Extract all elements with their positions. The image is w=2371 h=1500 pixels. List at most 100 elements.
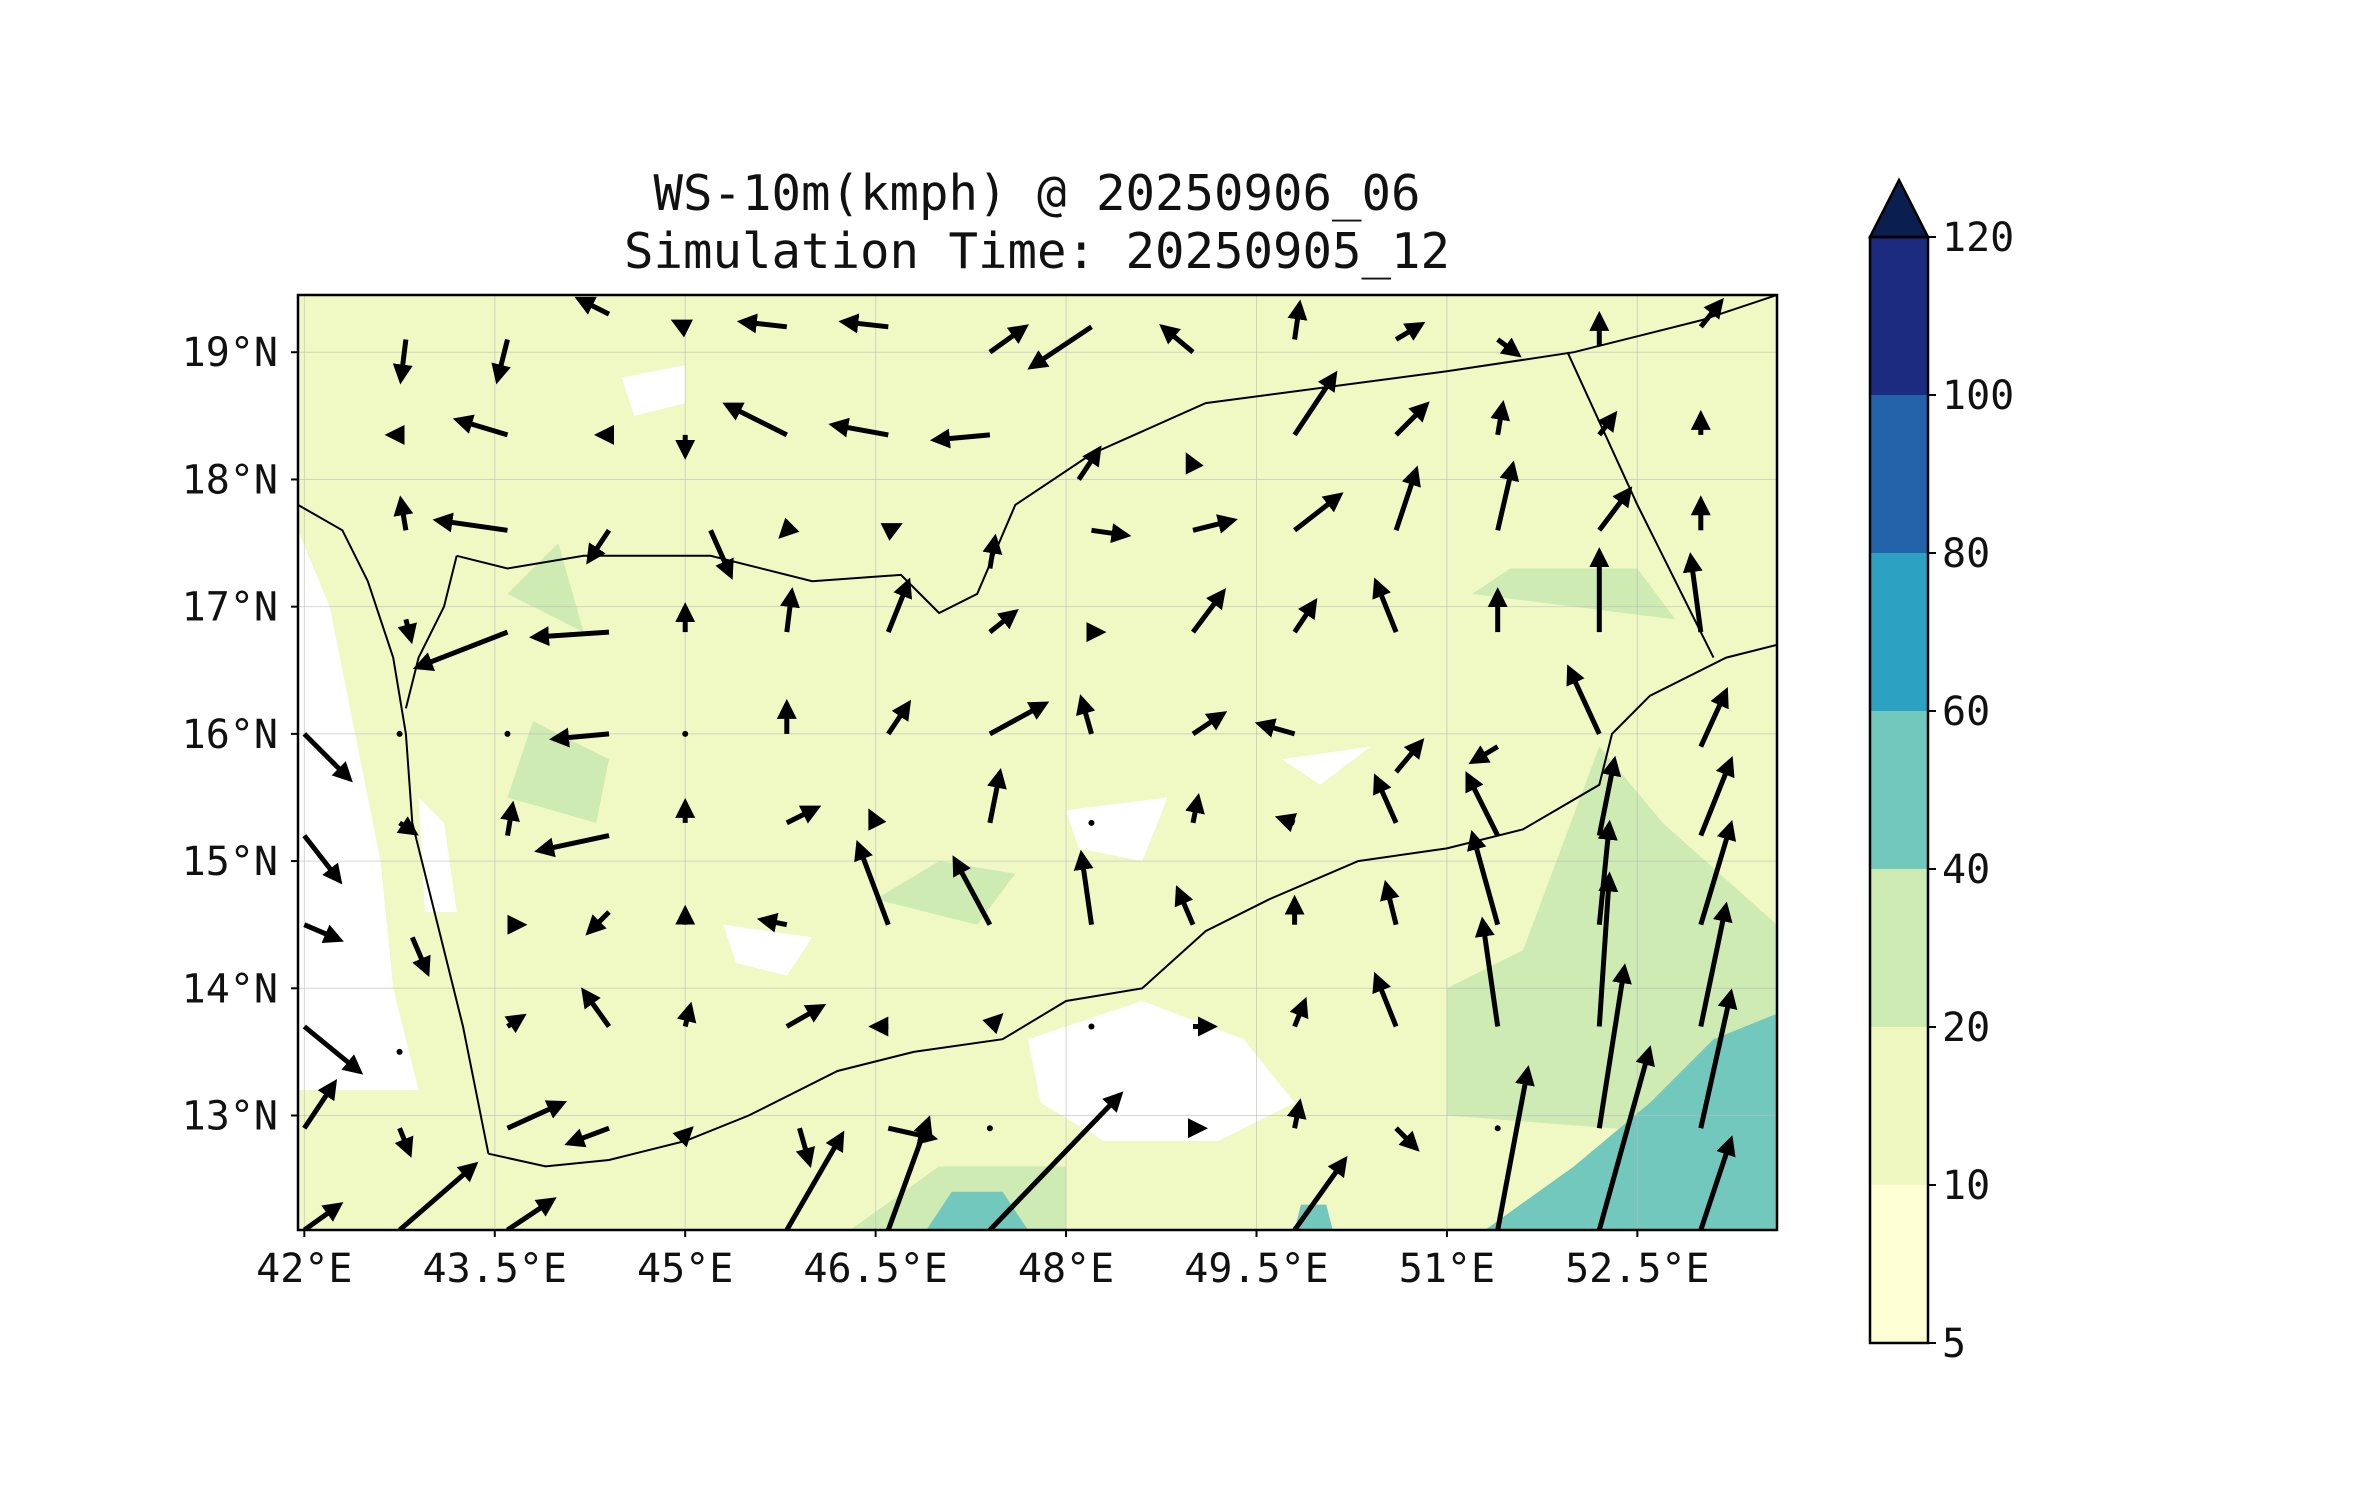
wind-vector — [886, 699, 912, 736]
wind-vector — [1027, 324, 1093, 370]
wind-vector — [574, 296, 611, 317]
lon-axis: 42°E 43.5°E 45°E 46.5°E 48°E 49.5°E 51°E 52.5°E — [256, 1230, 1710, 1292]
wind-vector — [1076, 445, 1102, 481]
wind-vector — [1191, 588, 1226, 634]
wind-vector — [1495, 1065, 1535, 1230]
wind-vector — [885, 1115, 933, 1230]
yemen-oman-border — [1566, 351, 1715, 659]
map-title-line1: WS-10m(kmph) @ 20250906_06 — [653, 165, 1420, 222]
colorbar-extend-triangle — [1867, 177, 1931, 239]
wind-vector — [1698, 901, 1733, 1028]
shaded-region — [507, 721, 609, 823]
wind-vector — [785, 1004, 827, 1029]
wind-vector — [795, 1127, 815, 1169]
wind-vector — [1394, 738, 1425, 774]
wind-vector — [982, 533, 1003, 569]
wind-vector — [1185, 452, 1204, 475]
wind-vector — [1698, 988, 1738, 1129]
wind-vector — [1393, 465, 1421, 532]
wind-vector — [432, 512, 508, 533]
wind-vector — [396, 1048, 403, 1055]
wind-vector — [581, 987, 612, 1028]
wind-vector — [392, 339, 413, 385]
shaded-region — [1294, 1204, 1333, 1230]
wind-vector — [529, 626, 610, 647]
wind-vector — [452, 414, 509, 438]
wind-vector — [1698, 755, 1735, 837]
wind-vector — [1286, 1098, 1307, 1129]
wind-vector — [1597, 486, 1633, 532]
lon-tick-label: 52.5°E — [1565, 1246, 1710, 1292]
wind-vector — [1380, 879, 1400, 926]
wind-vector — [1495, 460, 1520, 531]
wind-vector — [1698, 1135, 1736, 1230]
lon-tick-label: 48°E — [1018, 1246, 1114, 1292]
wind-vector — [988, 701, 1050, 737]
wind-vector — [1698, 297, 1724, 329]
lat-tick-label: 16°N — [182, 712, 278, 758]
colorbar-bin — [1870, 395, 1928, 553]
wind-vector — [1566, 664, 1602, 735]
colorbar-tick-label: 10 — [1942, 1163, 1990, 1209]
wind-vector — [988, 324, 1029, 355]
colorbar-tick-label: 20 — [1942, 1005, 1990, 1051]
wind-vector — [1174, 885, 1196, 926]
shaded-region — [298, 530, 419, 1091]
wind-vector — [1465, 771, 1500, 837]
colorbar-bin — [1870, 869, 1928, 1027]
wind-vector — [1293, 492, 1344, 533]
wind-vector — [670, 319, 694, 338]
lon-tick-label: 46.5°E — [803, 1246, 948, 1292]
colorbar-bin — [1870, 237, 1928, 395]
wind-vector — [722, 402, 788, 438]
wind-vector — [736, 313, 788, 334]
wind-vector — [1088, 1023, 1095, 1030]
wind-vector — [987, 767, 1007, 824]
colorbar-bin — [1870, 711, 1928, 869]
wind-vector — [982, 1012, 1004, 1035]
colorbar-ticks: 5 10 20 40 60 80 100 120 — [1928, 215, 2014, 1367]
wind-vector — [412, 629, 509, 671]
wind-vector — [1088, 819, 1095, 826]
wind-vector — [1394, 401, 1430, 437]
map-title-line2: Simulation Time: 20250905_12 — [624, 223, 1450, 280]
wind-vector — [682, 730, 689, 737]
shaded-region — [723, 924, 813, 976]
wind-vector — [708, 529, 734, 580]
lat-tick-label: 17°N — [182, 585, 278, 631]
map-panel: 42°E 43.5°E 45°E 46.5°E 48°E 49.5°E 51°E 52.5°E… — [182, 293, 1779, 1292]
wind-vector — [549, 727, 610, 748]
wind-vector — [756, 912, 788, 933]
lat-tick-label: 13°N — [182, 1094, 278, 1140]
lon-tick-label: 51°E — [1399, 1246, 1495, 1292]
wind-vector — [302, 732, 353, 783]
wind-vector — [1292, 597, 1318, 634]
wind-vector — [506, 1100, 568, 1131]
wind-vector — [534, 833, 610, 858]
wind-vector — [880, 523, 903, 541]
wind-vector — [780, 587, 800, 633]
colorbar-tick-label: 100 — [1942, 373, 2014, 419]
wind-vector — [1474, 916, 1501, 1027]
wind-vector — [585, 910, 611, 936]
wind-vector — [1394, 1126, 1420, 1152]
wind-vector — [500, 800, 520, 837]
wind-vector — [952, 855, 993, 926]
colorbar-bin — [1870, 553, 1928, 711]
wind-vector — [868, 808, 887, 831]
wind-vector — [397, 618, 417, 645]
shaded-region — [1066, 797, 1168, 862]
wind-vector — [1596, 1045, 1655, 1230]
lon-tick-label: 43.5°E — [423, 1246, 568, 1292]
wind-vector — [1185, 792, 1205, 824]
wind-vectors — [302, 296, 1738, 1230]
wind-vector — [1467, 829, 1501, 926]
shaded-region — [1281, 746, 1371, 785]
wind-vector — [396, 816, 419, 836]
wind-vector — [1254, 718, 1296, 738]
wind-vector — [1192, 514, 1238, 534]
wind-vector — [1292, 1155, 1348, 1230]
colorbar-frame — [1868, 235, 1930, 1345]
wind-vector — [394, 1127, 414, 1158]
wind-vector — [785, 805, 822, 826]
